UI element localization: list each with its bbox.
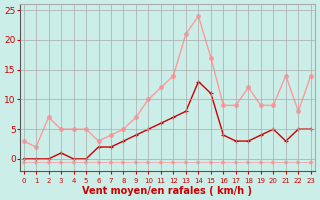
X-axis label: Vent moyen/en rafales ( km/h ): Vent moyen/en rafales ( km/h ) [82,186,252,196]
